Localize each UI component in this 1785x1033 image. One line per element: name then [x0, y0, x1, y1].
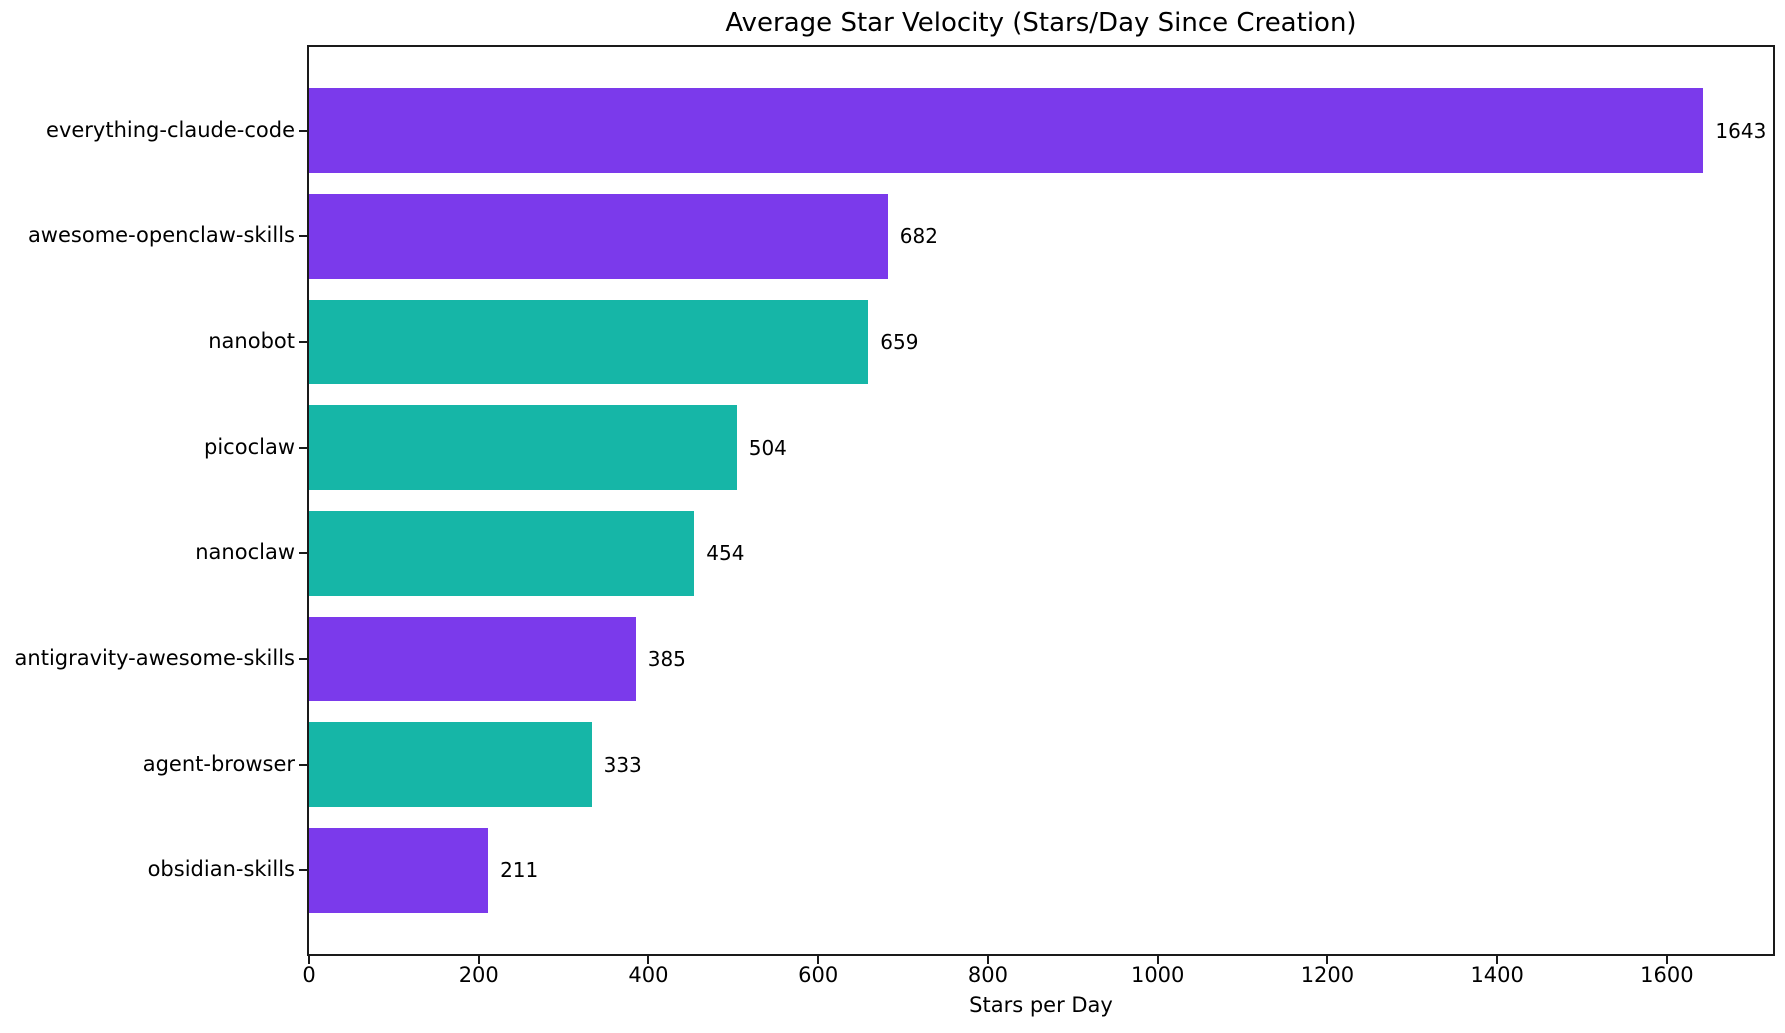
xtick-label: 600 — [798, 963, 839, 987]
bar-antigravity-awesome-skills — [309, 616, 636, 702]
bar-value-label: 682 — [899, 224, 938, 249]
bar-value-label: 659 — [880, 329, 919, 354]
bar-value-label: 385 — [647, 647, 686, 672]
xtick-mark — [817, 956, 820, 964]
plot-area — [307, 45, 1775, 956]
xtick-label: 400 — [628, 963, 669, 987]
xtick-label: 1200 — [1300, 963, 1355, 987]
ytick-mark — [299, 763, 307, 766]
xtick-mark — [1496, 956, 1499, 964]
ytick-mark — [299, 869, 307, 872]
ytick-label-nanoclaw: nanoclaw — [195, 540, 295, 565]
xtick-label: 1600 — [1640, 963, 1694, 987]
xtick-mark — [1665, 956, 1668, 964]
xtick-mark — [308, 956, 310, 964]
ytick-mark — [299, 658, 307, 661]
xtick-mark — [647, 956, 650, 964]
x-axis-label: Stars per Day — [969, 993, 1113, 1017]
xtick-mark — [1156, 956, 1159, 964]
xtick-label: 200 — [458, 963, 499, 987]
ytick-mark — [299, 340, 307, 343]
bar-value-label: 211 — [500, 858, 539, 883]
bar-value-label: 1643 — [1715, 118, 1767, 143]
ytick-mark — [299, 552, 307, 555]
ytick-mark — [299, 235, 307, 238]
ytick-mark — [299, 129, 307, 132]
xtick-label: 1000 — [1130, 963, 1185, 987]
chart-title: Average Star Velocity (Stars/Day Since C… — [725, 8, 1357, 38]
xtick-mark — [477, 956, 480, 964]
ytick-label-awesome-openclaw-skills: awesome-openclaw-skills — [27, 223, 295, 248]
ytick-label-obsidian-skills: obsidian-skills — [147, 857, 295, 882]
bar-nanobot — [309, 299, 869, 385]
ytick-label-picoclaw: picoclaw — [204, 434, 295, 459]
bar-awesome-openclaw-skills — [309, 193, 888, 279]
xtick-label: 800 — [967, 963, 1008, 987]
bar-value-label: 333 — [603, 752, 642, 777]
bar-nanoclaw — [309, 511, 695, 596]
ytick-label-everything-claude-code: everything-claude-code — [46, 117, 295, 142]
ytick-label-antigravity-awesome-skills: antigravity-awesome-skills — [14, 646, 295, 671]
bar-value-label: 454 — [706, 541, 745, 566]
ytick-label-agent-browser: agent-browser — [142, 751, 295, 776]
bar-value-label: 504 — [748, 435, 787, 460]
bar-obsidian-skills — [309, 828, 489, 913]
xtick-label: 0 — [302, 963, 316, 987]
bar-everything-claude-code — [309, 88, 1704, 173]
bar-agent-browser — [309, 722, 592, 808]
bar-picoclaw — [309, 405, 737, 490]
ytick-mark — [299, 446, 307, 449]
ytick-label-nanobot: nanobot — [208, 328, 295, 353]
xtick-mark — [1326, 956, 1329, 964]
xtick-label: 1400 — [1470, 963, 1524, 987]
xtick-mark — [986, 956, 989, 964]
